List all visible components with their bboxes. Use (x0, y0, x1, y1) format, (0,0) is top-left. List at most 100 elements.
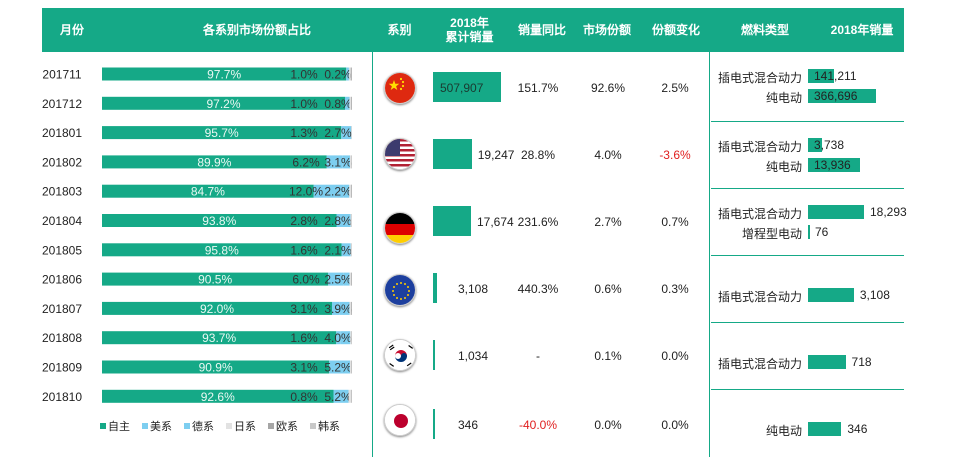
sales-value: 19,247 (477, 148, 515, 162)
bar-value-label: 2.1% (324, 243, 352, 257)
share-value: 4.0% (594, 148, 622, 162)
bar-value-label: 5.2% (324, 390, 352, 404)
bar-segment (335, 389, 349, 403)
bar-value-label: 3.9% (324, 302, 352, 316)
yoy-value: 28.8% (520, 148, 556, 162)
bar-value-label: 97.7% (207, 68, 241, 82)
header-sales-2018: 2018年 累计销量 (427, 8, 512, 52)
bar-segment (345, 96, 348, 110)
fuel-sales-bar (808, 225, 810, 239)
bar-segment (351, 96, 352, 110)
bar-segment (347, 96, 350, 110)
month-label: 201802 (42, 155, 82, 169)
divider-chart-right (372, 52, 373, 457)
bar-value-label: 1.3% (290, 126, 318, 140)
bar-segment (351, 126, 352, 140)
fuel-type-label: 插电式混合动力 (717, 140, 802, 154)
bar-segment (348, 389, 352, 403)
bar-segment (336, 214, 344, 227)
bar-segment (102, 214, 337, 227)
bar-value-label: 5.2% (324, 361, 352, 375)
bar-segment (343, 214, 351, 227)
korea-flag (384, 339, 416, 371)
bar-segment (351, 389, 352, 403)
fuel-sales-bar (808, 89, 876, 103)
legend-swatch (226, 423, 232, 429)
bar-segment (102, 360, 330, 374)
bar-segment (351, 331, 352, 345)
bar-value-label: 0.8% (324, 97, 352, 111)
month-label: 201712 (42, 97, 82, 111)
fuel-sales-value: 76 (815, 225, 829, 239)
bar-segment (351, 96, 352, 110)
month-label: 201809 (42, 361, 82, 375)
bar-segment (343, 184, 350, 198)
bar-value-label: 12.0% (289, 185, 323, 199)
bar-segment (102, 96, 345, 110)
bar-segment (313, 184, 344, 198)
bar-segment (102, 126, 342, 140)
fuel-sales-bar (808, 354, 846, 369)
bar-value-label: 93.7% (202, 331, 236, 345)
bar-value-label: 2.8% (290, 214, 318, 228)
yoy-value: 151.7% (517, 81, 559, 95)
legend-swatch (142, 423, 148, 429)
bar-value-label: 2.2% (324, 185, 352, 199)
bar-segment (102, 272, 329, 286)
share-value: 0.1% (594, 349, 622, 363)
fuel-type-label: 增程型电动 (741, 227, 802, 241)
fuel-sales-bar (808, 158, 860, 172)
fuel-sales-value: 346 (847, 422, 868, 436)
bar-value-label: 1.6% (290, 331, 318, 345)
bar-segment (342, 155, 350, 169)
japan-flag (384, 404, 416, 436)
legend-swatch (100, 423, 106, 429)
fuel-sales-bar (808, 422, 842, 436)
bar-segment (348, 67, 350, 81)
legend-item: 日系 (226, 418, 256, 434)
divider-table-right (709, 52, 710, 457)
bar-segment (102, 155, 327, 169)
fuel-sales-bar (808, 287, 854, 302)
fuel-sales-value: 18,293 (870, 205, 907, 219)
bar-value-label: 95.8% (205, 243, 239, 257)
header-sales-2018-line2: 累计销量 (445, 30, 494, 44)
divider-row-1 (711, 121, 904, 122)
yoy-value: 440.3% (517, 282, 559, 296)
bar-value-label: 90.5% (198, 273, 232, 287)
fuel-type-label: 纯电动 (765, 424, 802, 438)
change-value: 0.7% (661, 215, 689, 229)
bar-segment (329, 360, 337, 374)
bar-segment (346, 67, 349, 81)
header-sales-2018-line1: 2018年 (450, 16, 489, 30)
bar-value-label: 3.1% (290, 361, 318, 375)
divider-row-2 (711, 188, 904, 189)
bar-segment (102, 67, 347, 81)
legend-item: 德系 (184, 418, 214, 434)
change-value: -3.6% (659, 148, 691, 162)
fuel-sales-bar (808, 138, 822, 152)
bar-segment (102, 301, 332, 315)
fuel-type-label: 插电式混合动力 (717, 289, 802, 304)
header-share-change: 份额变化 (651, 23, 700, 37)
legend-label: 自主 (108, 421, 130, 433)
fuel-type-label: 纯电动 (765, 160, 802, 174)
sales-bar (433, 72, 501, 102)
bar-segment (350, 214, 352, 227)
month-label: 201805 (42, 243, 82, 257)
usa-flag (384, 138, 416, 170)
sales-bar (433, 340, 435, 370)
sales-value: 1,034 (458, 349, 489, 363)
bar-value-label: 2.7% (324, 126, 352, 140)
month-label: 201711 (42, 68, 81, 82)
bar-value-label: 3.1% (290, 302, 318, 316)
table-header: 月份 各系别市场份额占比 系别 2018年 累计销量 销量同比 市场份额 份额变… (42, 8, 904, 52)
legend-label: 欧系 (276, 421, 298, 433)
bar-value-label: 95.7% (205, 126, 239, 140)
bar-segment (336, 331, 341, 345)
bar-segment (340, 331, 351, 345)
bar-segment (350, 67, 352, 81)
fuel-type-label: 插电式混合动力 (717, 71, 802, 85)
bar-segment (102, 184, 314, 198)
bar-value-label: 6.0% (292, 273, 320, 287)
